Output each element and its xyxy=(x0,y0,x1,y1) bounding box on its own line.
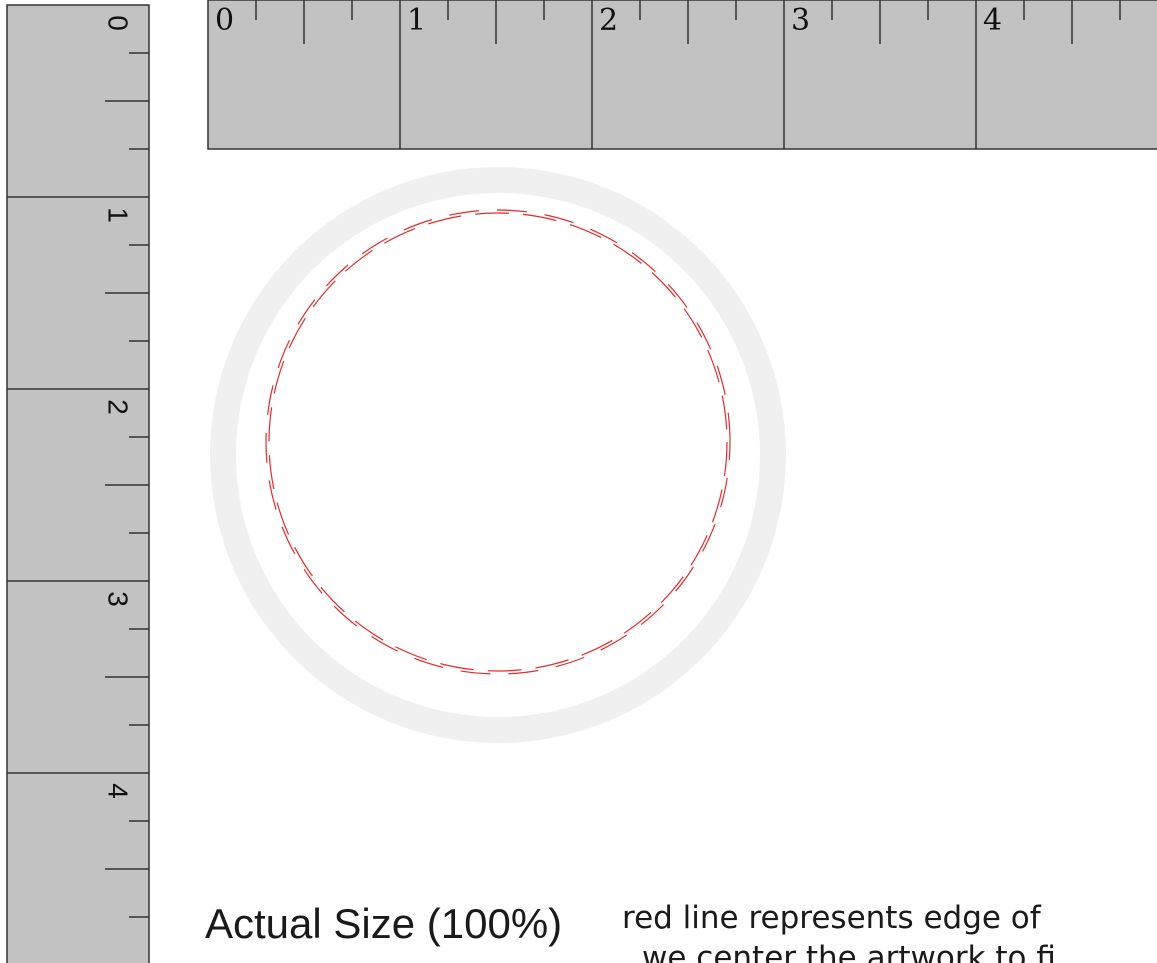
top-ruler-body xyxy=(207,0,1157,150)
top-ruler: 0 1 2 3 4 xyxy=(207,0,1157,150)
top-ruler-label: 3 xyxy=(791,3,810,38)
left-ruler: 0 1 2 3 4 xyxy=(6,4,150,963)
note-line-1: red line represents edge of xyxy=(622,900,1041,936)
left-ruler-label: 0 xyxy=(103,15,134,31)
size-preview-circle xyxy=(210,167,786,743)
top-ruler-label: 2 xyxy=(599,3,618,38)
red-cut-line-offset xyxy=(265,209,731,675)
left-ruler-label: 2 xyxy=(103,399,134,415)
top-ruler-label: 0 xyxy=(215,3,234,38)
red-cut-line xyxy=(268,212,728,672)
left-ruler-label: 4 xyxy=(103,783,134,799)
actual-size-label: Actual Size (100%) xyxy=(205,900,563,947)
inner-disc xyxy=(236,193,760,717)
top-ruler-label: 4 xyxy=(983,3,1002,38)
left-ruler-label: 1 xyxy=(103,207,134,223)
left-ruler-body xyxy=(6,4,150,963)
cut-line-note: red line represents edge of we center th… xyxy=(622,898,1157,963)
left-ruler-label: 3 xyxy=(103,591,134,607)
top-ruler-label: 1 xyxy=(407,3,426,38)
note-line-2: we center the artwork to fi xyxy=(642,940,1056,963)
